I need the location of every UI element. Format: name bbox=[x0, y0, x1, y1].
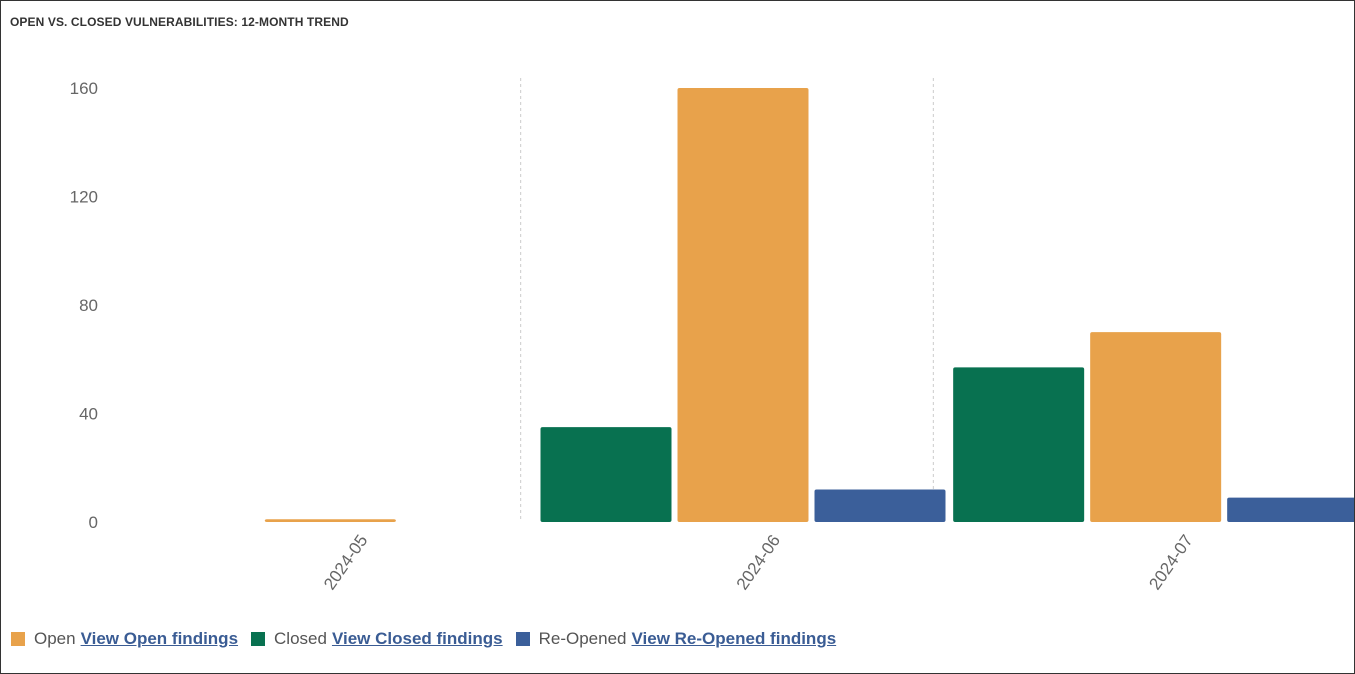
bar-open-2024-07 bbox=[1090, 332, 1222, 522]
legend-label-open: Open bbox=[34, 629, 76, 648]
bar-reopened-2024-06 bbox=[814, 489, 946, 522]
x-tick-label: 2024-07 bbox=[1145, 531, 1196, 593]
legend-label-closed: Closed bbox=[274, 629, 327, 648]
y-tick-label: 80 bbox=[79, 296, 98, 315]
x-tick-label: 2024-06 bbox=[733, 531, 784, 593]
legend-label-reopened: Re-Opened bbox=[538, 629, 627, 648]
y-tick-label: 40 bbox=[79, 405, 98, 424]
bar-closed-2024-06 bbox=[540, 427, 672, 522]
bar-closed-2024-07 bbox=[953, 367, 1085, 522]
legend-swatch-closed bbox=[251, 632, 266, 646]
chart-legend: Open View Open findings Closed View Clos… bbox=[11, 629, 849, 649]
legend-item-open: Open View Open findings bbox=[11, 629, 238, 649]
bar-reopened-2024-07 bbox=[1227, 497, 1354, 522]
view-reopened-findings-link[interactable]: View Re-Opened findings bbox=[631, 629, 837, 648]
bar-chart: 0 40 80 120 160 2024-05 2024-06 2024-07 bbox=[70, 78, 1354, 593]
y-tick-label: 160 bbox=[70, 79, 98, 98]
legend-swatch-open bbox=[11, 632, 25, 646]
bar-open-2024-05 bbox=[264, 519, 396, 522]
bar-open-2024-06 bbox=[677, 88, 809, 522]
legend-item-closed: Closed View Closed findings bbox=[251, 629, 503, 649]
view-open-findings-link[interactable]: View Open findings bbox=[80, 629, 239, 648]
x-tick-label: 2024-05 bbox=[320, 531, 371, 593]
chart-title: OPEN VS. CLOSED VULNERABILITIES: 12-MONT… bbox=[10, 15, 349, 29]
legend-swatch-reopened bbox=[515, 632, 530, 646]
y-tick-label: 120 bbox=[70, 188, 98, 207]
view-closed-findings-link[interactable]: View Closed findings bbox=[331, 629, 503, 648]
y-tick-label: 0 bbox=[89, 513, 98, 532]
legend-item-reopened: Re-Opened View Re-Opened findings bbox=[515, 629, 837, 649]
